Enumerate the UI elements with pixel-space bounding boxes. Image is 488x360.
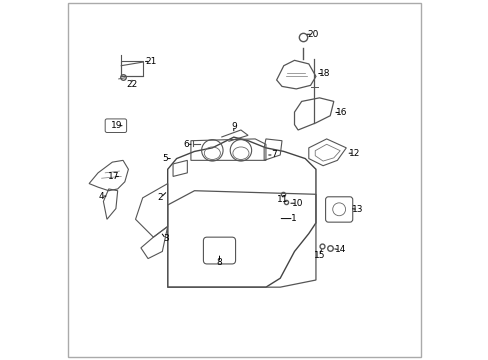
Text: 21: 21	[145, 57, 156, 66]
Text: 14: 14	[334, 245, 345, 254]
Text: 15: 15	[313, 251, 325, 260]
Text: 12: 12	[348, 149, 360, 158]
Text: 18: 18	[318, 69, 329, 78]
Text: 17: 17	[107, 172, 119, 181]
Text: 6: 6	[183, 140, 189, 149]
Text: 8: 8	[216, 258, 222, 267]
Text: 22: 22	[126, 80, 137, 89]
Text: 11: 11	[276, 195, 288, 204]
Text: 19: 19	[111, 121, 122, 130]
Text: 2: 2	[158, 193, 163, 202]
Text: 3: 3	[163, 234, 168, 243]
Text: 10: 10	[291, 199, 303, 208]
Text: 20: 20	[307, 30, 318, 39]
Text: 5: 5	[162, 154, 168, 163]
Text: 4: 4	[98, 192, 103, 201]
Text: 1: 1	[290, 214, 296, 223]
Text: 7: 7	[270, 150, 276, 159]
Text: 9: 9	[230, 122, 236, 131]
Text: 13: 13	[352, 205, 363, 214]
Text: 16: 16	[335, 108, 346, 117]
